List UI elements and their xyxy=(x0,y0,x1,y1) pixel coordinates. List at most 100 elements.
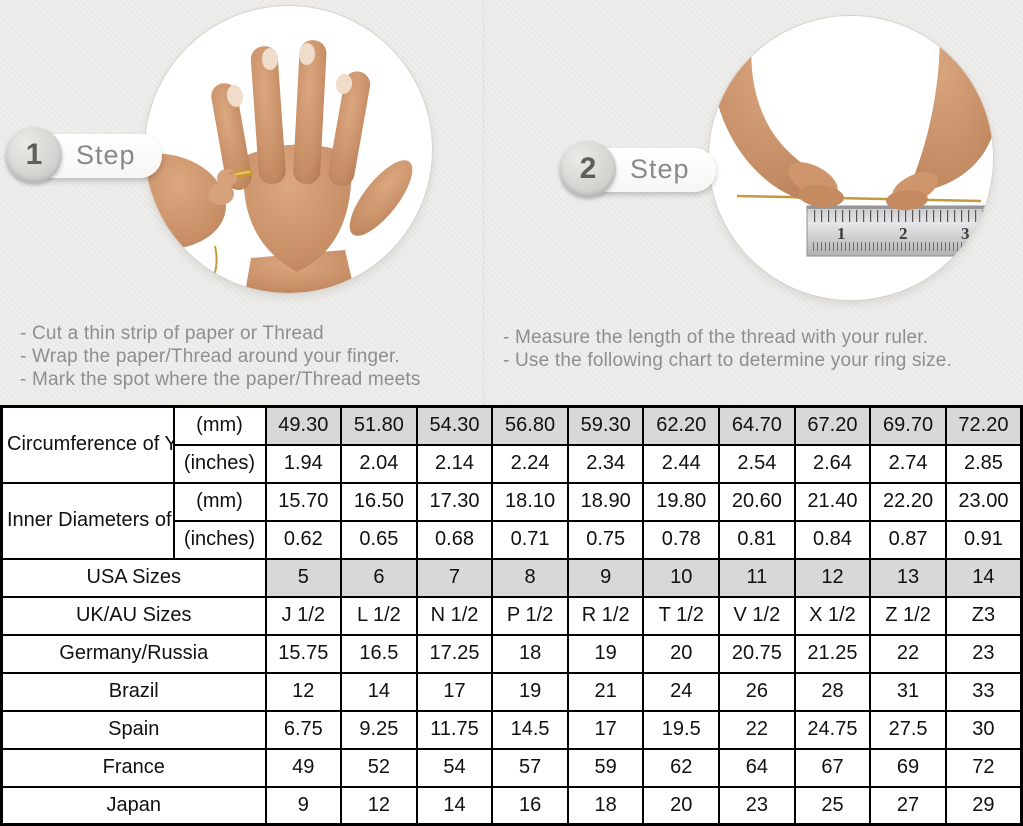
table-cell: N 1/2 xyxy=(415,595,494,636)
table-cell: 18.90 xyxy=(566,481,645,522)
table-row: Spain 6.75 9.25 11.75 14.5 17 19.5 22 24.75 27.5 3… xyxy=(0,709,1023,750)
table-cell: 9 xyxy=(264,785,343,826)
table-cell: 15.75 xyxy=(264,633,343,674)
table-cell: 29 xyxy=(944,785,1023,826)
table-cell: 20.75 xyxy=(718,633,796,674)
table-cell: R 1/2 xyxy=(566,595,645,636)
fingernail xyxy=(298,43,316,65)
table-cell: 14 xyxy=(415,785,494,826)
table-cell: 0.62 xyxy=(264,519,343,560)
table-cell: 19.5 xyxy=(642,709,721,750)
table-cell: 20.60 xyxy=(718,481,796,522)
table-cell: 51.80 xyxy=(340,405,418,446)
step2-photo: 1 2 3 xyxy=(709,16,993,300)
table-cell: 2.24 xyxy=(491,443,569,484)
table-cell: 2.74 xyxy=(869,443,947,484)
fingernail xyxy=(262,48,278,70)
thread-end-icon xyxy=(212,245,218,279)
table-cell: Z3 xyxy=(944,595,1023,636)
table-row: USA Sizes 5 6 7 8 9 10 11 12 13 14 xyxy=(0,557,1023,598)
table-cell: 11 xyxy=(718,557,796,598)
table-cell: 33 xyxy=(944,671,1023,712)
step1-number-text: 1 xyxy=(25,138,43,171)
table-cell: 67.20 xyxy=(793,405,872,446)
row-label: USA Sizes xyxy=(0,557,267,598)
table-cell: L 1/2 xyxy=(340,595,418,636)
table-cell: 15.70 xyxy=(264,481,343,522)
fingernail xyxy=(226,85,244,107)
table-cell: 2.85 xyxy=(944,443,1023,484)
section-divider xyxy=(483,0,484,405)
table-cell: 8 xyxy=(491,557,569,598)
table-cell: 20 xyxy=(642,785,721,826)
table-cell: 17.30 xyxy=(415,481,494,522)
table-cell: Z 1/2 xyxy=(869,595,947,636)
table-row: UK/AU Sizes J 1/2 L 1/2 N 1/2 P 1/2 R 1/2 T 1/… xyxy=(0,595,1023,636)
table-cell: 69 xyxy=(869,747,947,788)
table-cell: 0.71 xyxy=(491,519,569,560)
unit-label: (inches) xyxy=(172,443,267,484)
table-cell: 2.14 xyxy=(415,443,494,484)
table-cell: 19.80 xyxy=(642,481,721,522)
table-cell: 59 xyxy=(566,747,645,788)
table-cell: 2.34 xyxy=(566,443,645,484)
table-cell: 62.20 xyxy=(642,405,721,446)
table-cell: 54.30 xyxy=(415,405,494,446)
thread-end-icon xyxy=(228,167,246,175)
fingernail xyxy=(335,74,353,94)
table-cell: 7 xyxy=(415,557,494,598)
table-row: Inner Diameters of Rings(mm)15.7016.5017… xyxy=(0,481,1023,560)
table-cell: 2.54 xyxy=(718,443,796,484)
table-cell: 0.91 xyxy=(944,519,1023,560)
table-cell: 19 xyxy=(491,671,569,712)
table-cell: 6 xyxy=(340,557,418,598)
table-cell: 12 xyxy=(793,557,872,598)
table-cell: 22 xyxy=(869,633,947,674)
table-row: (inches) 1.94 2.04 2.14 2.24 2.34 2.44 2.54 2.64… xyxy=(2,443,1023,484)
instruction-line: - Wrap the paper/Thread around your fing… xyxy=(20,346,401,367)
table-cell: 10 xyxy=(642,557,721,598)
table-row: Germany/Russia 15.75 16.5 17.25 18 19 20 20.75 2… xyxy=(0,633,1023,674)
table-cell: 0.84 xyxy=(793,519,872,560)
table-cell: 18 xyxy=(566,785,645,826)
table-cell: T 1/2 xyxy=(642,595,721,636)
table-cell: 16.5 xyxy=(340,633,418,674)
table-cell: 22 xyxy=(718,709,796,750)
table-row: Japan 9 12 14 16 18 20 23 25 27 29 xyxy=(0,785,1023,826)
table-cell: 0.78 xyxy=(642,519,721,560)
instruction-line: - Cut a thin strip of paper or Thread xyxy=(20,323,324,344)
helper-hand-icon xyxy=(145,153,246,279)
table-cell: 57 xyxy=(491,747,569,788)
table-cell: 13 xyxy=(869,557,947,598)
step1-label: Step xyxy=(76,139,136,170)
row-group-label: Inner Diameters of Rings xyxy=(0,481,175,560)
table-cell: 12 xyxy=(264,671,343,712)
table-cell: 21.25 xyxy=(793,633,872,674)
table-cell: 24 xyxy=(642,671,721,712)
table-cell: 0.81 xyxy=(718,519,796,560)
hand-with-ring-illustration xyxy=(145,40,413,293)
table-cell: 21.40 xyxy=(793,481,872,522)
left-hand-icon xyxy=(712,16,844,208)
table-cell: 64 xyxy=(718,747,796,788)
unit-label: (inches) xyxy=(172,519,267,560)
instruction-line: - Mark the spot where the paper/Thread m… xyxy=(20,369,421,390)
step1-photo xyxy=(145,6,432,293)
table-cell: 23 xyxy=(718,785,796,826)
row-label: France xyxy=(0,747,267,788)
table-cell: 31 xyxy=(869,671,947,712)
table-cell: 20 xyxy=(642,633,721,674)
table-cell: 72 xyxy=(944,747,1023,788)
step1-instructions: - Cut a thin strip of paper or Thread - W… xyxy=(20,322,490,391)
unit-label: (mm) xyxy=(172,481,267,522)
table-cell: 27.5 xyxy=(869,709,947,750)
table-cell: 19 xyxy=(566,633,645,674)
table-cell: 23.00 xyxy=(944,481,1023,522)
table-cell: X 1/2 xyxy=(793,595,872,636)
table-cell: 0.75 xyxy=(566,519,645,560)
step2-number: 2 xyxy=(560,141,616,197)
right-hand-icon xyxy=(886,16,993,211)
table-row: Brazil 12 14 17 19 21 24 26 28 31 33 xyxy=(0,671,1023,712)
table-row: (inches) 0.62 0.65 0.68 0.71 0.75 0.78 0.81 0.84… xyxy=(2,519,1023,560)
table-cell: 67 xyxy=(793,747,872,788)
